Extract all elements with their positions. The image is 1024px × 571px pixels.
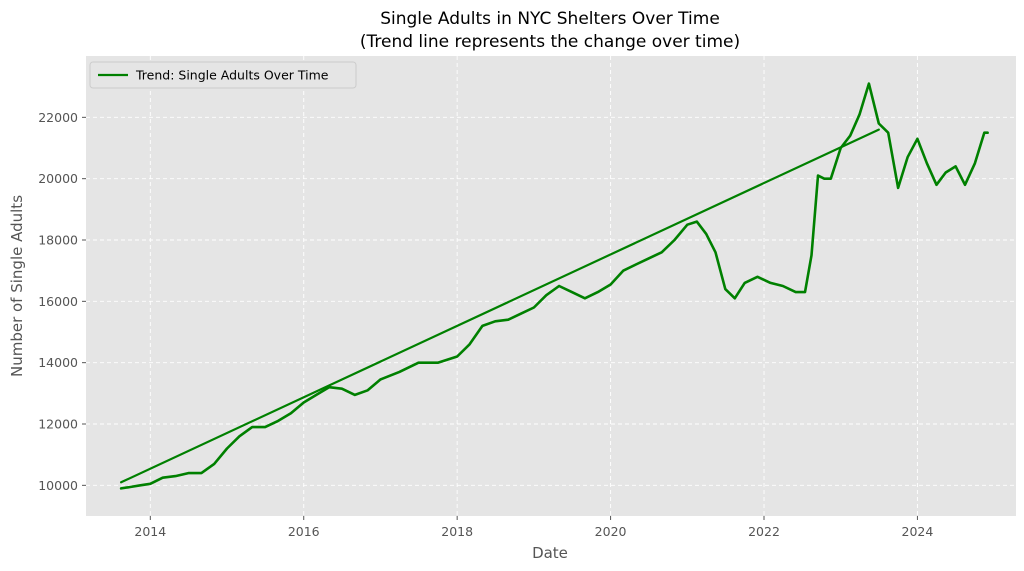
plot-area [86,56,1016,516]
legend: Trend: Single Adults Over Time [89,61,357,89]
trend-line [119,128,880,484]
legend-box [89,61,357,89]
y-tick-label: 20000 [38,171,78,186]
tick-labels: 2014 2016 2018 2020 2022 2024 10000 12000 14000 1… [38,110,933,539]
y-axis-label: Number of Single Adults [8,195,26,377]
chart-subtitle: (Trend line represents the change over t… [360,32,740,52]
x-tick-label: 2020 [595,524,627,539]
legend-entry-trend: Trend: Single Adults Over Time [135,68,329,83]
y-tick-label: 22000 [38,110,78,125]
series-layer [119,82,989,490]
x-axis-label: Date [532,544,568,562]
x-tick-label: 2014 [134,524,166,539]
y-tick-label: 16000 [38,294,78,309]
x-tick-label: 2024 [902,524,934,539]
x-tick-label: 2022 [748,524,780,539]
y-tick-label: 12000 [38,417,78,432]
y-tick-label: 10000 [38,478,78,493]
y-tick-label: 18000 [38,233,78,248]
y-tick-label: 14000 [38,355,78,370]
observed-series-line [119,82,989,490]
chart-title: Single Adults in NYC Shelters Over Time [380,9,720,29]
grid-lines [82,56,1016,520]
x-tick-label: 2016 [288,524,320,539]
x-tick-label: 2018 [441,524,473,539]
